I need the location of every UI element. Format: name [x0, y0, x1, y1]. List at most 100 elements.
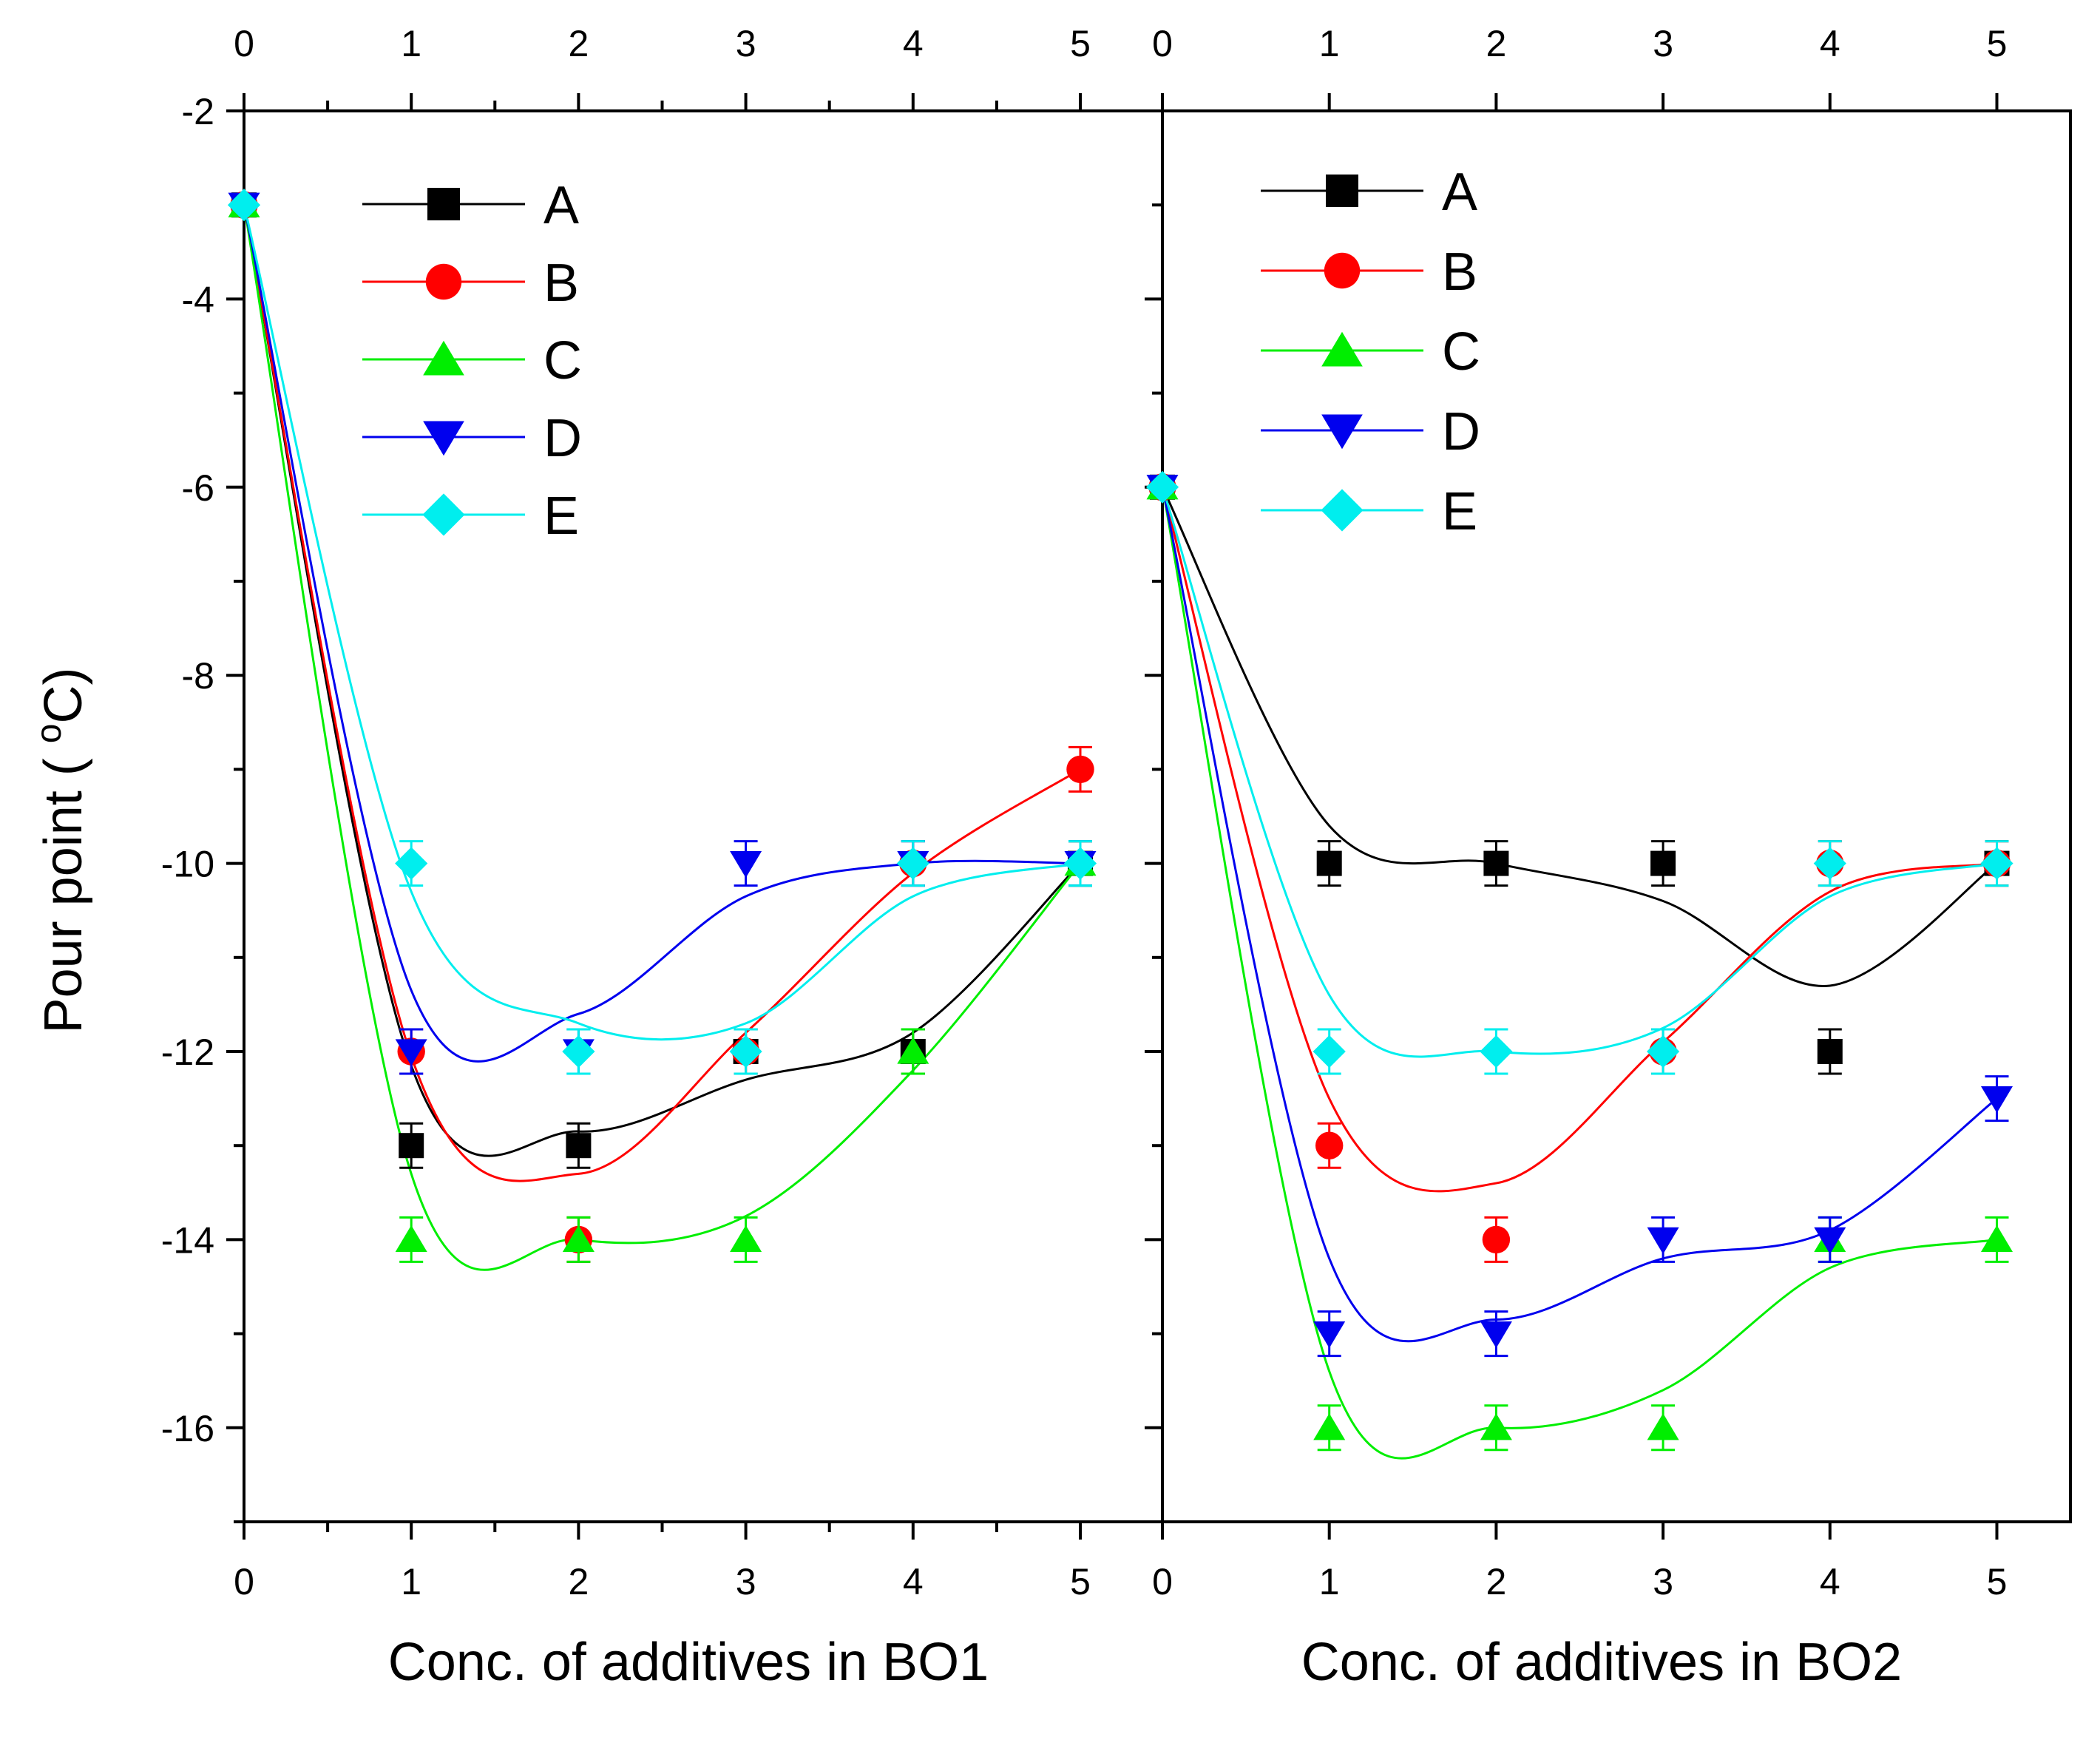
panel2-point-A	[1483, 850, 1509, 876]
y-tick-label: -16	[161, 1408, 214, 1449]
y-axis-title: Pour point ( oC)	[30, 668, 93, 1034]
panel2-x-tick-label-top: 0	[1152, 23, 1173, 64]
panel1-x-tick-label-bottom: 1	[401, 1561, 421, 1602]
panel1-x-tick-label-bottom: 4	[903, 1561, 924, 1602]
y-tick-label: -4	[182, 279, 214, 320]
panel2-legend-marker-E	[1321, 489, 1364, 532]
axes-layer: -2 -4 -6 -8 -10 -12 -14 -16 0 0 1 1 2 2 3 3 4 4 5 5 Conc. of…	[161, 23, 2072, 1692]
panel2-fit-curve-E	[1161, 487, 1997, 1058]
panel1-legend-marker-A	[427, 188, 460, 220]
panel2-x-tick-label-bottom: 0	[1152, 1561, 1173, 1602]
panel1-legend-marker-C	[423, 340, 464, 376]
panel2-fit-curve-D	[1161, 487, 1998, 1343]
panel1-point-C	[562, 1225, 595, 1253]
panel1-point-E	[562, 1035, 595, 1069]
panel2-point-B	[1482, 1225, 1511, 1254]
panel1-legend-label-E: E	[543, 487, 579, 546]
panel2-x-tick-label-bottom: 3	[1653, 1561, 1673, 1602]
panel1-point-A	[566, 1133, 592, 1159]
panel1-point-E	[395, 847, 428, 880]
panel2-point-E	[1145, 470, 1179, 504]
panel1-point-D	[395, 1039, 427, 1066]
panel1-legend-label-C: C	[543, 331, 582, 390]
panel1-point-E	[896, 847, 929, 880]
panel2-x-axis-title: Conc. of additives in BO2	[1301, 1633, 1902, 1692]
panel2-point-C	[1980, 1225, 2013, 1253]
panel1-point-A	[399, 1133, 424, 1159]
panel2-x-tick-label-top: 2	[1486, 23, 1506, 64]
panel2-legend-label-E: E	[1442, 482, 1477, 541]
y-tick-label: -12	[161, 1032, 214, 1073]
panel2-point-D	[1814, 1227, 1846, 1254]
panel2-x-tick-label-top: 4	[1820, 23, 1840, 64]
panel2-legend-label-C: C	[1442, 322, 1480, 382]
panel1-legend-marker-B	[425, 263, 462, 300]
panel2-point-C	[1313, 1413, 1346, 1440]
panel1-point-D	[730, 850, 762, 878]
panel2-point-D	[1647, 1227, 1679, 1254]
panel2-point-D	[1480, 1321, 1512, 1349]
panel2-point-E	[1480, 1035, 1513, 1069]
panel1-legend-label-A: A	[543, 176, 579, 235]
panel1-point-E	[729, 1035, 762, 1069]
panel2-legend-marker-B	[1324, 252, 1361, 289]
panel2-point-B	[1315, 1131, 1344, 1159]
panel1-x-tick-label-bottom: 5	[1070, 1561, 1091, 1602]
panel2-x-tick-label-bottom: 5	[1987, 1561, 2008, 1602]
panel2-fit-curve-A	[1161, 487, 1998, 987]
panel2-x-tick-label-bottom: 2	[1486, 1561, 1506, 1602]
panel2-legend-marker-A	[1326, 175, 1358, 207]
panel1-point-C	[395, 1225, 427, 1253]
panel2-point-D	[1980, 1086, 2013, 1114]
panel1-fit-curve-A	[243, 204, 1082, 1157]
panel2-point-E	[1312, 1035, 1346, 1069]
panel2-point-A	[1650, 850, 1676, 876]
y-tick-label: -2	[182, 91, 214, 132]
y-tick-label: -6	[182, 467, 214, 509]
panel1-x-tick-label-bottom: 3	[736, 1561, 756, 1602]
panel2-legend-label-A: A	[1442, 163, 1477, 222]
fit-curves-layer	[243, 204, 1998, 1460]
panel1-x-tick-label-top: 4	[903, 23, 924, 64]
panel2-point-A	[1316, 850, 1342, 876]
panel2-legend-label-D: D	[1442, 402, 1480, 461]
panel2-legend-label-B: B	[1442, 243, 1477, 302]
panel2-point-C	[1480, 1413, 1512, 1440]
panel2-x-tick-label-top: 3	[1653, 23, 1673, 64]
data-points-layer	[227, 189, 2013, 1452]
panel1-x-tick-label-top: 5	[1070, 23, 1091, 64]
panel1-point-C	[730, 1225, 762, 1253]
panel1-x-tick-label-top: 2	[568, 23, 589, 64]
panel1-fit-curve-B	[243, 204, 1081, 1182]
y-tick-label: -8	[182, 655, 214, 697]
panel1-legend-label-D: D	[543, 409, 582, 468]
panel2-x-tick-label-bottom: 1	[1319, 1561, 1340, 1602]
panel1-x-tick-label-top: 1	[401, 23, 421, 64]
panel2-point-E	[1813, 847, 1846, 880]
panel1-point-C	[897, 1037, 929, 1064]
panel1-point-E	[227, 189, 261, 222]
panel1-x-tick-label-bottom: 0	[234, 1561, 254, 1602]
panel1-legend-marker-D	[423, 421, 464, 456]
panel1-point-E	[1063, 847, 1097, 880]
panel2-point-E	[1647, 1035, 1680, 1069]
panel2-point-D	[1313, 1321, 1346, 1349]
panel2-fit-curve-C	[1161, 487, 1997, 1460]
y-tick-label: -10	[161, 844, 214, 885]
panel2-point-A	[1817, 1039, 1843, 1064]
panel2-legend-marker-D	[1321, 414, 1363, 450]
panel2-fit-curve-B	[1161, 487, 1997, 1193]
panel1-x-tick-label-top: 3	[736, 23, 756, 64]
panel2-legend-marker-C	[1321, 331, 1363, 367]
panel1-fit-curve-E	[243, 204, 1081, 1041]
panel1-x-tick-label-bottom: 2	[568, 1561, 589, 1602]
panel1-fit-curve-D	[243, 204, 1081, 1063]
panel2-point-C	[1647, 1413, 1679, 1440]
plot-frame	[243, 109, 2072, 1523]
panel1-point-B	[1066, 755, 1094, 784]
panel2-point-E	[1980, 847, 2013, 880]
panel1-legend-marker-E	[422, 493, 465, 536]
